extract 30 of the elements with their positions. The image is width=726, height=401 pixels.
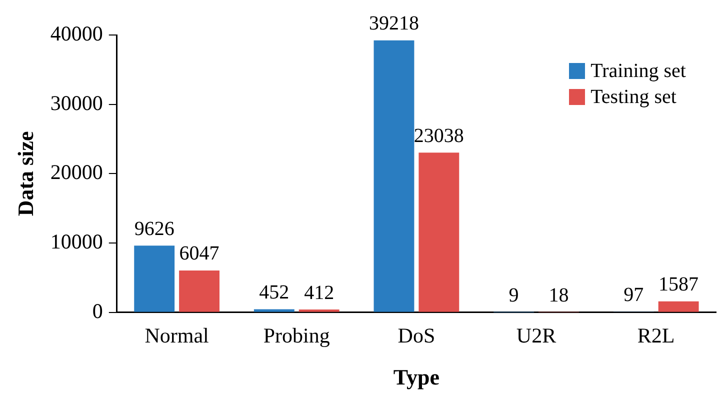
y-axis-title: Data size [12,131,38,216]
data-label: 39218 [368,12,419,35]
x-tick-label: DoS [398,324,436,348]
y-tick-label: 20000 [50,160,103,184]
x-axis-title: Type [393,364,440,390]
y-tick-label: 10000 [50,230,103,254]
bar [179,270,220,312]
data-label: 18 [548,284,569,307]
bar [658,301,699,312]
data-label: 9 [508,284,519,307]
data-label: 6047 [179,242,220,265]
legend-label: Testing set [590,85,676,110]
legend-label: Training set [590,59,686,84]
bar [374,40,414,312]
data-label: 452 [259,282,290,304]
data-label: 23038 [414,124,464,147]
data-label: 412 [304,282,334,304]
x-tick-label: Probing [263,324,330,348]
bar [254,309,294,312]
x-tick-label: Normal [144,324,210,348]
x-tick-label: R2L [637,324,675,348]
x-tick-label: U2R [516,324,556,348]
bar [418,152,460,312]
y-tick-label: 40000 [50,22,103,46]
y-tick-label: 30000 [50,90,103,115]
bar [134,246,175,312]
y-tick-label: 0 [92,298,103,323]
data-label: 1587 [658,274,699,296]
data-label: 97 [624,284,644,306]
data-label: 9626 [134,218,174,240]
